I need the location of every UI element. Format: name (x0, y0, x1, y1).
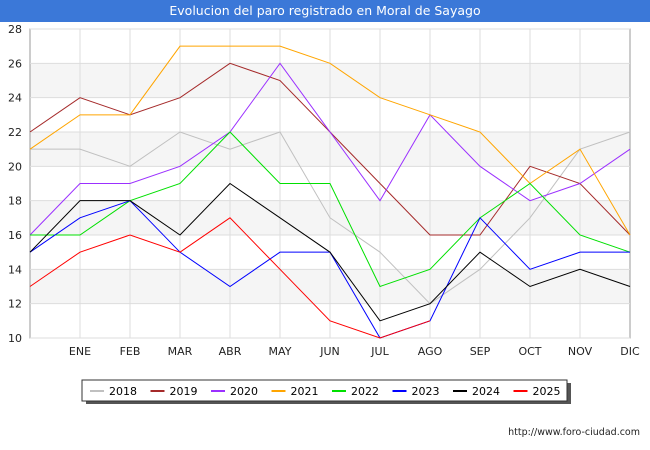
legend-label-2025: 2025 (533, 385, 561, 398)
x-tick-label: JUL (370, 345, 389, 358)
x-tick-label: OCT (518, 345, 541, 358)
series-line-2025 (29, 217, 431, 339)
source-url[interactable]: http://www.foro-ciudad.com (508, 427, 640, 438)
series-line-2018 (30, 131, 631, 305)
x-tick-label: NOV (568, 345, 593, 358)
x-tick-label: SEP (470, 345, 491, 358)
legend-label-2024: 2024 (472, 385, 500, 398)
x-tick-label: MAR (168, 345, 193, 358)
x-tick-label: JUN (319, 345, 340, 358)
y-axis-ticks: 10 12 14 16 18 20 22 24 26 28 (8, 23, 22, 345)
y-tick-label: 28 (8, 23, 22, 36)
series-lines (29, 45, 631, 339)
legend-label-2023: 2023 (412, 385, 440, 398)
y-tick-label: 24 (8, 92, 22, 105)
y-tick-label: 14 (8, 263, 22, 276)
y-tick-label: 18 (8, 195, 22, 208)
y-tick-label: 22 (8, 126, 22, 139)
x-tick-label: ABR (219, 345, 242, 358)
legend-label-2020: 2020 (230, 385, 258, 398)
x-axis-ticks: ENE FEB MAR ABR MAY JUN JUL AGO SEP OCT NOV DIC (69, 345, 640, 358)
x-tick-label: AGO (418, 345, 443, 358)
y-tick-label: 10 (8, 332, 22, 345)
legend-label-2021: 2021 (291, 385, 319, 398)
y-tick-label: 16 (8, 229, 22, 242)
chart-title: Evolucion del paro registrado en Moral d… (0, 0, 650, 22)
x-tick-label: FEB (120, 345, 141, 358)
y-tick-label: 12 (8, 298, 22, 311)
x-tick-label: DIC (620, 345, 640, 358)
legend-label-2019: 2019 (170, 385, 198, 398)
x-tick-label: ENE (69, 345, 91, 358)
legend-label-2018: 2018 (109, 385, 137, 398)
x-tick-label: MAY (269, 345, 292, 358)
y-tick-label: 20 (8, 160, 22, 173)
y-tick-label: 26 (8, 57, 22, 70)
series-line-2024 (29, 182, 631, 322)
legend: 2018 2019 2020 2021 2022 2023 2024 2025 (81, 379, 571, 404)
legend-label-2022: 2022 (351, 385, 379, 398)
legend-box (81, 379, 568, 402)
series-line-2020 (29, 62, 631, 236)
